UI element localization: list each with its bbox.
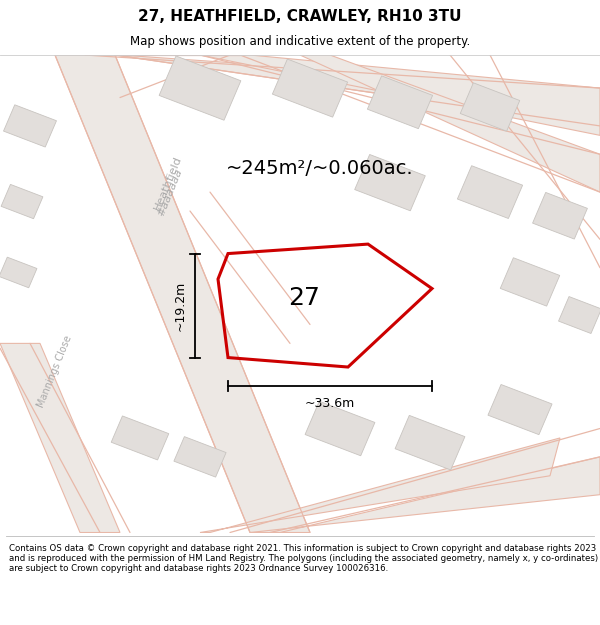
Polygon shape bbox=[4, 105, 56, 147]
Polygon shape bbox=[174, 437, 226, 477]
Polygon shape bbox=[250, 457, 600, 532]
Polygon shape bbox=[460, 82, 520, 131]
Polygon shape bbox=[1, 184, 43, 219]
Polygon shape bbox=[367, 76, 433, 129]
Polygon shape bbox=[0, 257, 37, 288]
Text: Mannings Close: Mannings Close bbox=[36, 334, 74, 409]
Polygon shape bbox=[0, 343, 120, 532]
Text: Contains OS data © Crown copyright and database right 2021. This information is : Contains OS data © Crown copyright and d… bbox=[9, 544, 598, 573]
Polygon shape bbox=[488, 384, 552, 434]
Polygon shape bbox=[395, 416, 465, 470]
Text: #aaaaaa: #aaaaaa bbox=[156, 167, 184, 217]
Polygon shape bbox=[305, 401, 375, 456]
Polygon shape bbox=[559, 296, 600, 334]
Polygon shape bbox=[300, 55, 600, 192]
Polygon shape bbox=[200, 55, 600, 136]
Polygon shape bbox=[272, 59, 347, 117]
Polygon shape bbox=[355, 154, 425, 211]
Polygon shape bbox=[115, 55, 600, 126]
Text: ~33.6m: ~33.6m bbox=[305, 398, 355, 410]
Text: ~19.2m: ~19.2m bbox=[174, 281, 187, 331]
Polygon shape bbox=[457, 166, 523, 219]
Polygon shape bbox=[55, 55, 310, 532]
Polygon shape bbox=[111, 416, 169, 460]
Polygon shape bbox=[533, 192, 587, 239]
Text: Map shows position and indicative extent of the property.: Map shows position and indicative extent… bbox=[130, 35, 470, 48]
Text: Heathfield: Heathfield bbox=[152, 154, 184, 211]
Text: 27: 27 bbox=[288, 286, 320, 311]
Polygon shape bbox=[500, 258, 560, 306]
Text: ~245m²/~0.060ac.: ~245m²/~0.060ac. bbox=[226, 159, 414, 178]
Polygon shape bbox=[159, 56, 241, 120]
Polygon shape bbox=[200, 438, 560, 532]
Text: 27, HEATHFIELD, CRAWLEY, RH10 3TU: 27, HEATHFIELD, CRAWLEY, RH10 3TU bbox=[138, 9, 462, 24]
